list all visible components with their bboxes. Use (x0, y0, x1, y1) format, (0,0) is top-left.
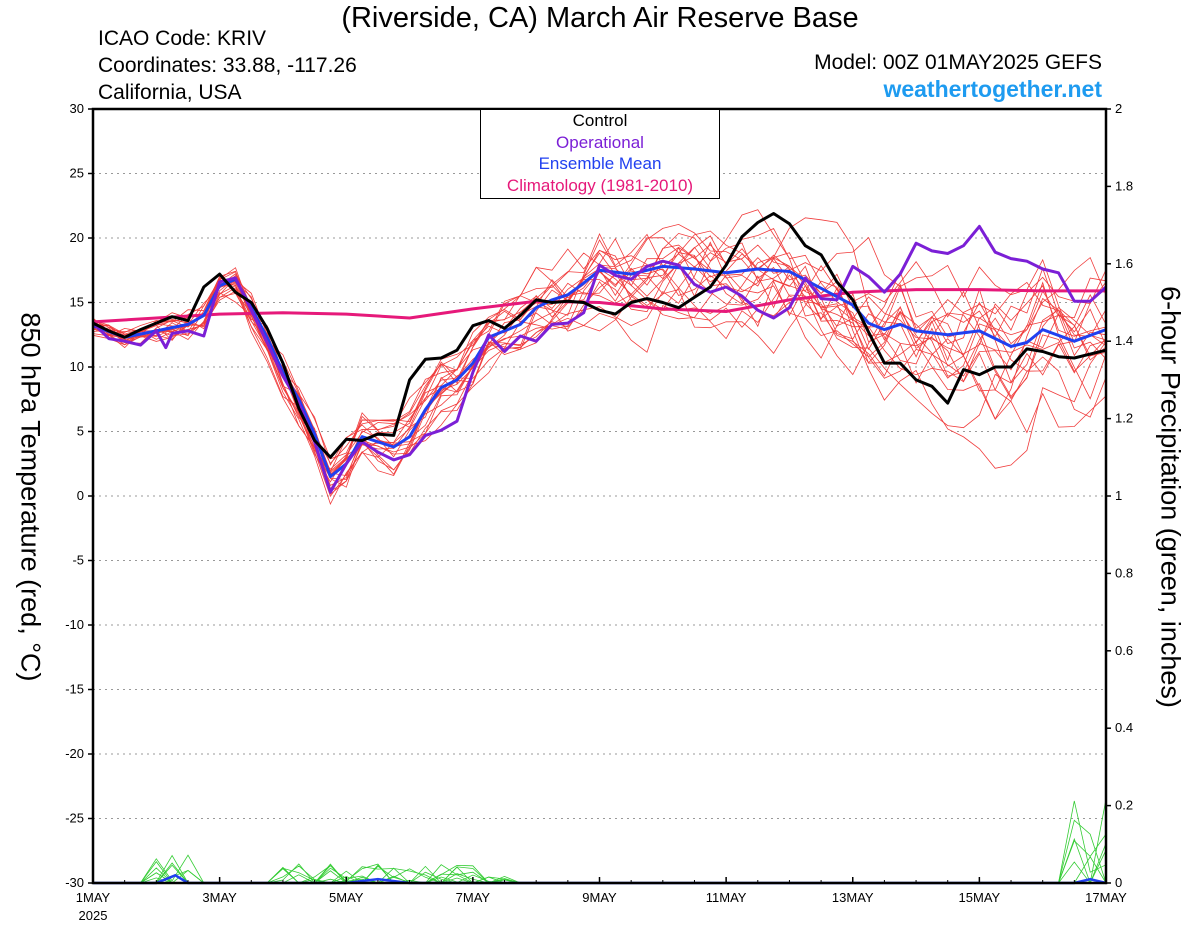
series-control-line (92, 212, 1107, 459)
y2-tick-label: 1 (1115, 488, 1122, 503)
y2-tick-label: 0.6 (1115, 643, 1133, 658)
legend: Control Operational Ensemble Mean Climat… (480, 109, 720, 199)
x-tick-label: 9MAY (582, 890, 617, 905)
y-tick-label: 30 (70, 101, 84, 116)
y-tick-label: 10 (70, 359, 84, 374)
x-tick-label: 17MAY (1085, 890, 1127, 905)
legend-control: Control (572, 111, 628, 130)
region: California, USA (98, 81, 242, 104)
y-axis-label-right: 6-hour Precipitation (green, inches) (1155, 286, 1186, 708)
x-tick-label: 3MAY (202, 890, 237, 905)
y-tick-label: -15 (65, 682, 84, 697)
y2-tick-label: 1.4 (1115, 333, 1133, 348)
y2-tick-label: 0.2 (1115, 798, 1133, 813)
precip-member-line (93, 819, 1107, 884)
y-tick-label: -25 (65, 811, 84, 826)
y-tick-label: -5 (72, 553, 84, 568)
y-axis-label-left: 850 hPa Temperature (red, °C) (15, 312, 46, 682)
y-tick-label: 25 (70, 166, 84, 181)
ensemble-member-line (92, 233, 1107, 506)
y-tick-label: 15 (70, 295, 84, 310)
y2-tick-label: 1.6 (1115, 256, 1133, 271)
legend-clim: Climatology (1981-2010) (506, 175, 694, 195)
precip-member-line (93, 800, 1107, 884)
site-link[interactable]: weathertogether.net (883, 76, 1102, 102)
x-tick-label: 11MAY (706, 890, 747, 905)
y-tick-label: -30 (65, 875, 84, 890)
coordinates: Coordinates: 33.88, -117.26 (98, 54, 357, 77)
x-tick-label: 13MAY (832, 890, 874, 905)
x-tick-year: 2025 (79, 908, 108, 923)
legend-operational: Operational (556, 132, 644, 152)
legend-mean: Ensemble Mean (538, 154, 662, 173)
series-operational-line (91, 224, 1108, 494)
y2-tick-label: 0.4 (1115, 720, 1133, 735)
ensemble-member-line (92, 246, 1107, 495)
precip-mean-line (93, 873, 1107, 885)
y2-tick-label: 2 (1115, 101, 1122, 116)
y-tick-label: -10 (65, 617, 84, 632)
y-tick-label: 20 (70, 230, 84, 245)
y2-tick-label: 1.2 (1115, 411, 1133, 426)
icao-code: ICAO Code: KRIV (98, 27, 267, 50)
x-tick-label: 1MAY (76, 890, 111, 905)
grid (93, 173, 1106, 819)
series-clim-line (92, 288, 1106, 324)
x-tick-label: 15MAY (959, 890, 1001, 905)
ensemble-members (92, 209, 1107, 506)
series-lines (91, 212, 1108, 494)
precip-members (93, 799, 1107, 885)
y-tick-label: -20 (65, 746, 84, 761)
model-run: Model: 00Z 01MAY2025 GEFS (814, 51, 1102, 74)
precip-member-line (93, 799, 1107, 885)
y-tick-label: 5 (77, 424, 84, 439)
ensemble-member-line (92, 236, 1107, 486)
y-tick-label: 0 (77, 488, 84, 503)
x-tick-label: 5MAY (329, 890, 364, 905)
chart-title: (Riverside, CA) March Air Reserve Base (341, 2, 859, 34)
tick-labels: 302520151050-5-10-15-20-25-3021.81.61.41… (65, 101, 1133, 923)
x-tick-label: 7MAY (456, 890, 491, 905)
precip-member-line (93, 833, 1107, 884)
y2-tick-label: 0.8 (1115, 565, 1133, 580)
y2-tick-label: 1.8 (1115, 178, 1133, 193)
ensemble-member-line (92, 237, 1107, 464)
series-mean-line (92, 264, 1107, 479)
y2-tick-label: 0 (1115, 875, 1122, 890)
